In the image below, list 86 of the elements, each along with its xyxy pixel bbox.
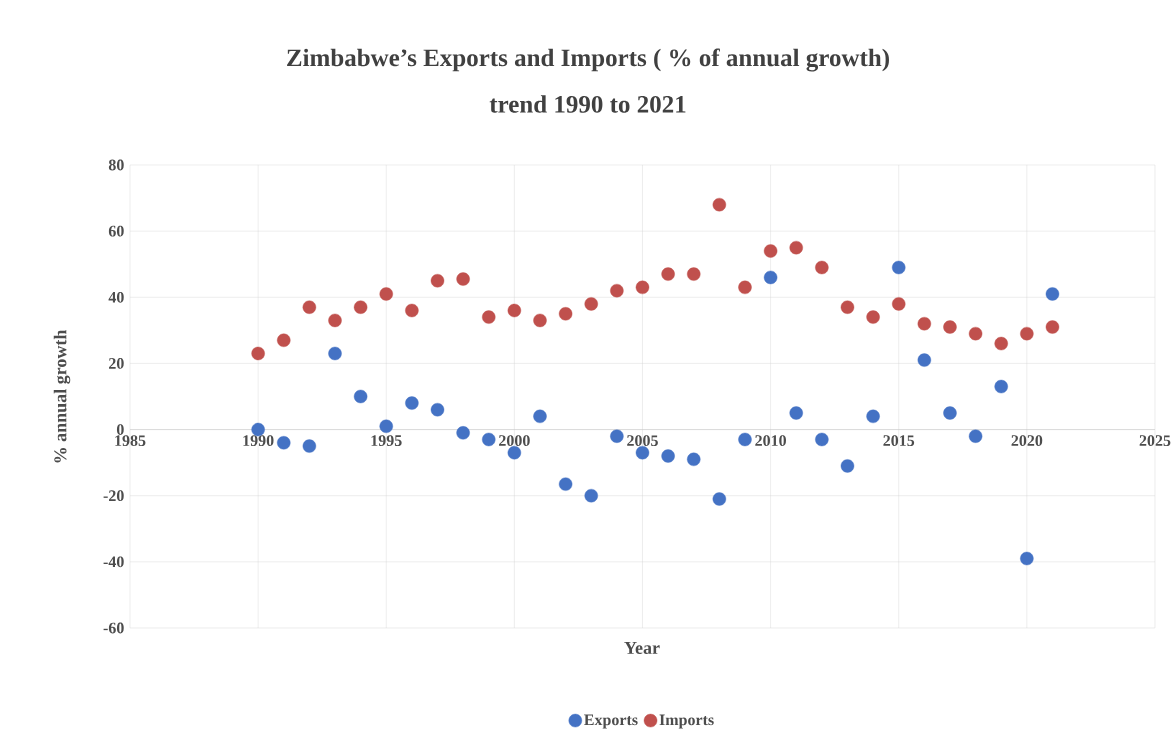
point — [405, 303, 419, 318]
x-tick-label: 1990 — [243, 435, 274, 447]
point — [558, 307, 573, 321]
point — [482, 310, 496, 324]
point — [277, 436, 291, 450]
x-tick-label: 2015 — [883, 435, 915, 447]
point — [763, 244, 778, 258]
point — [994, 336, 1008, 351]
point — [353, 300, 368, 314]
x-tick-label: 2025 — [1139, 435, 1171, 447]
point — [994, 379, 1008, 394]
x-tick-label: 1995 — [371, 435, 402, 446]
point — [635, 280, 650, 295]
point — [456, 272, 470, 286]
point — [1020, 326, 1034, 341]
point — [328, 313, 342, 328]
point — [968, 326, 983, 341]
point — [1045, 320, 1060, 334]
point — [943, 406, 957, 420]
point — [1045, 287, 1060, 301]
chart-subtitle: trend 1990 to 2021 — [489, 95, 686, 113]
point — [379, 287, 393, 301]
point — [302, 300, 317, 314]
point — [738, 432, 752, 447]
point — [353, 389, 368, 404]
x-tick-label: 2010 — [755, 435, 786, 447]
point — [968, 429, 983, 443]
point — [712, 492, 727, 506]
y-tick-label: -20 — [103, 490, 124, 502]
point — [584, 489, 598, 503]
point — [866, 409, 880, 424]
point — [507, 303, 522, 318]
y-tick-label: -60 — [103, 622, 124, 634]
point — [815, 260, 829, 275]
y-tick-label: 60 — [108, 225, 124, 237]
point — [661, 449, 675, 463]
point — [840, 300, 855, 314]
point — [430, 403, 445, 417]
y-tick-label: 20 — [109, 358, 124, 369]
point — [482, 432, 496, 447]
point — [533, 313, 547, 328]
legend-label: Exports — [584, 714, 638, 729]
x-axis-title: Year — [624, 642, 660, 654]
chart-title: Zimbabwe’s Exports and Imports ( % of annual growth) — [287, 48, 889, 72]
point — [277, 333, 291, 347]
y-axis-title: % annual growth — [53, 329, 71, 463]
point — [533, 409, 547, 424]
point — [584, 297, 598, 311]
point — [840, 459, 855, 473]
point — [430, 274, 445, 288]
point — [661, 267, 675, 281]
legend-label: Imports — [659, 714, 714, 729]
y-tick-label: -40 — [103, 556, 124, 568]
y-tick-label: 40 — [108, 291, 124, 303]
point — [558, 477, 573, 491]
point — [328, 346, 342, 361]
x-tick-label: 2005 — [627, 435, 658, 447]
point — [892, 260, 906, 275]
x-tick-label: 2000 — [499, 435, 530, 447]
point — [789, 406, 803, 420]
point — [687, 267, 701, 281]
y-tick-label: 0 — [116, 424, 124, 435]
point — [610, 283, 624, 298]
point — [866, 310, 880, 324]
point — [302, 439, 317, 453]
point — [507, 446, 522, 460]
point — [405, 396, 419, 410]
point — [610, 429, 624, 443]
point — [712, 197, 727, 212]
point — [763, 270, 778, 285]
point — [379, 419, 393, 433]
point — [1020, 551, 1034, 566]
point — [917, 353, 932, 367]
point — [456, 426, 470, 440]
point — [251, 346, 265, 361]
point — [815, 432, 829, 447]
point — [943, 320, 957, 334]
point — [738, 280, 752, 295]
point — [892, 297, 906, 311]
x-tick-label: 1985 — [115, 435, 146, 447]
point — [917, 317, 932, 331]
point — [687, 452, 701, 467]
point — [635, 446, 650, 460]
x-tick-label: 2020 — [1011, 435, 1043, 447]
y-tick-label: 80 — [108, 159, 124, 171]
point — [789, 240, 803, 255]
